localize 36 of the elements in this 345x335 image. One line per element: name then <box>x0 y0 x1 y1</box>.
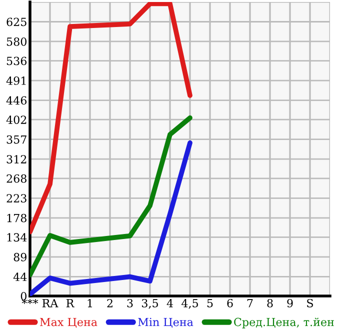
x-tick-label: R <box>66 299 74 308</box>
y-tick-label: 536 <box>6 56 27 66</box>
legend-label: Сред.Цена, т.йен <box>234 318 334 328</box>
x-tick-label: 5 <box>207 299 213 308</box>
x-tick-label: 3 <box>127 298 133 308</box>
y-tick-label: 446 <box>6 96 27 105</box>
x-tick-label: 1 <box>88 298 92 308</box>
x-tick-label: 4,5 <box>182 298 198 309</box>
x-tick-label: 4 <box>166 298 173 308</box>
x-tick-label: 7 <box>247 299 253 308</box>
x-tick-label: 8 <box>267 298 273 308</box>
legend-label: Max Цена <box>40 318 98 328</box>
line-series <box>30 115 192 278</box>
y-tick-label: 402 <box>6 116 26 124</box>
line-series <box>30 140 192 296</box>
x-tick-label: 6 <box>227 298 233 308</box>
x-tick-label: *** <box>22 298 38 304</box>
legend-label: Min Цена <box>138 318 194 328</box>
y-tick-label: 580 <box>6 37 26 46</box>
y-tick-label: 268 <box>6 174 26 183</box>
y-tick-label: 0 <box>20 292 26 300</box>
y-tick-label: 312 <box>6 155 26 164</box>
y-tick-label: 178 <box>7 214 26 222</box>
x-tick-label: 2 <box>107 298 112 308</box>
y-tick-label: 491 <box>6 76 26 85</box>
x-tick-label: 9 <box>287 298 293 308</box>
y-tick-label: 625 <box>6 18 26 26</box>
y-tick-label: 223 <box>6 194 26 203</box>
y-tick-label: 89 <box>14 252 26 262</box>
y-tick-label: 44 <box>13 272 27 281</box>
line-series <box>30 2 192 234</box>
y-tick-label: 134 <box>7 233 27 242</box>
x-tick-label: S <box>307 298 313 308</box>
x-tick-label: 3,5 <box>142 298 158 309</box>
y-tick-label: 357 <box>6 135 26 144</box>
x-tick-label: RA <box>42 299 58 308</box>
